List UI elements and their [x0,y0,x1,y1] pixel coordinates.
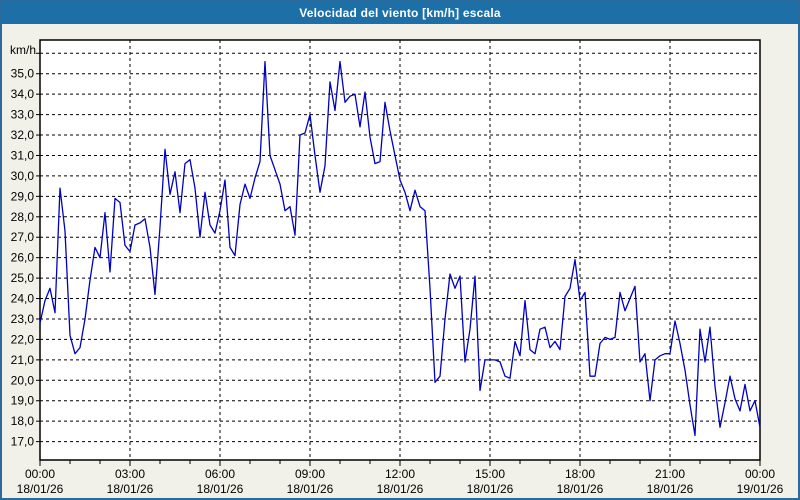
x-date-label: 18/01/26 [287,482,334,496]
y-tick-label: 24,0 [11,292,35,306]
x-date-label: 18/01/26 [377,482,424,496]
y-tick-label: 22,0 [11,332,35,346]
chart-title: Velocidad del viento [km/h] escala [299,6,501,20]
x-date-label: 18/01/26 [17,482,64,496]
y-tick-label: 29,0 [11,189,35,203]
x-time-label: 15:00 [475,467,505,481]
x-time-label: 12:00 [385,467,415,481]
y-tick-label: 26,0 [11,251,35,265]
y-tick-label: 33,0 [11,108,35,122]
y-tick-label: 28,0 [11,210,35,224]
y-tick-label: 20,0 [11,373,35,387]
y-tick-label: 23,0 [11,312,35,326]
x-time-label: 00:00 [745,467,775,481]
y-tick-label: 32,0 [11,128,35,142]
y-tick-label: 19,0 [11,394,35,408]
x-date-label: 18/01/26 [557,482,604,496]
x-date-label: 18/01/26 [467,482,514,496]
y-axis-unit-label: km/h [10,43,36,57]
x-time-label: 18:00 [565,467,595,481]
title-bar: Velocidad del viento [km/h] escala [2,2,798,24]
x-time-label: 21:00 [655,467,685,481]
x-date-label: 18/01/26 [197,482,244,496]
x-time-label: 06:00 [205,467,235,481]
x-date-label: 18/01/26 [647,482,694,496]
y-tick-label: 34,0 [11,87,35,101]
x-time-label: 09:00 [295,467,325,481]
x-time-label: 00:00 [25,467,55,481]
y-tick-label: 17,0 [11,435,35,449]
y-tick-label: 31,0 [11,148,35,162]
title-bar-fill [2,2,798,24]
x-date-label: 18/01/26 [107,482,154,496]
y-tick-label: 35,0 [11,67,35,81]
y-tick-label: 27,0 [11,230,35,244]
x-time-label: 03:00 [115,467,145,481]
y-tick-label: 30,0 [11,169,35,183]
wind-speed-line [39,60,761,437]
y-tick-label: 18,0 [11,414,35,428]
y-tick-label: 25,0 [11,271,35,285]
y-tick-label: 21,0 [11,353,35,367]
plot-border [39,39,761,461]
x-date-label: 19/01/26 [737,482,784,496]
